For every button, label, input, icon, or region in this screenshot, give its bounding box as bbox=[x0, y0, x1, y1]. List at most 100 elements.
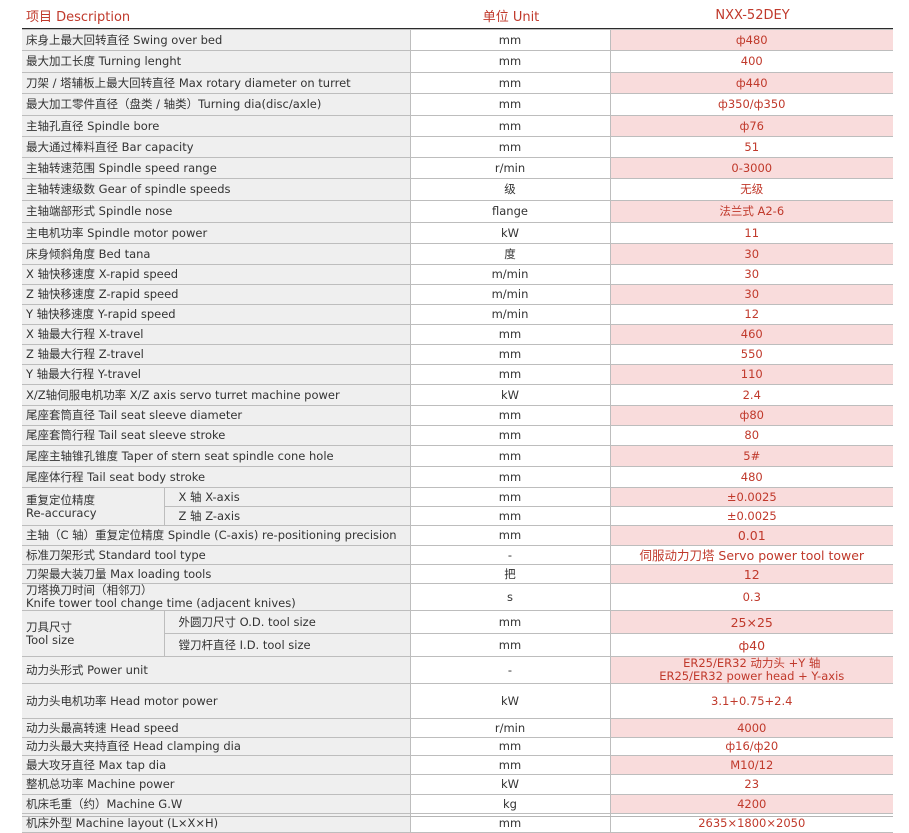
table-row: Z 轴最大行程 Z-travel mm 550 bbox=[22, 344, 893, 365]
value-cell: 0-3000 bbox=[610, 157, 893, 179]
item-label: X 轴快移速度 X-rapid speed bbox=[22, 264, 411, 285]
value-cell: M10/12 bbox=[610, 755, 893, 775]
item-label: 动力头电机功率 Head motor power bbox=[22, 683, 411, 719]
unit-cell: s bbox=[410, 583, 611, 611]
table-row: X 轴快移速度 X-rapid speed m/min 30 bbox=[22, 264, 893, 285]
table-row: 动力头最大夹持直径 Head clamping dia mm ф16/ф20 bbox=[22, 737, 893, 756]
item-label: 最大加工零件直径（盘类 / 轴类）Turning dia(disc/axle) bbox=[22, 93, 411, 116]
item-label: 刀架最大装刀量 Max loading tools bbox=[22, 564, 411, 584]
table-row: 主轴转速范围 Spindle speed range r/min 0-3000 bbox=[22, 157, 893, 179]
item-label: 动力头形式 Power unit bbox=[22, 656, 411, 684]
table-row: 主电机功率 Spindle motor power kW 11 bbox=[22, 222, 893, 244]
table-row: 主轴（C 轴）重复定位精度 Spindle (C-axis) re-positi… bbox=[22, 525, 893, 546]
group-label: 重复定位精度 Re-accuracy bbox=[22, 487, 165, 526]
table-row: 主轴孔直径 Spindle bore mm ф76 bbox=[22, 115, 893, 137]
value-cell: ±0.0025 bbox=[610, 487, 893, 507]
value-cell: 4000 bbox=[610, 718, 893, 738]
item-label: 尾座套筒直径 Tail seat sleeve diameter bbox=[22, 405, 411, 426]
unit-cell: - bbox=[410, 656, 611, 684]
value-cell: 5# bbox=[610, 445, 893, 467]
value-cell: 460 bbox=[610, 324, 893, 345]
unit-cell: mm bbox=[410, 364, 611, 385]
item-label: Y 轴最大行程 Y-travel bbox=[22, 364, 411, 385]
header-rule bbox=[22, 28, 893, 29]
item-label: Z 轴快移速度 Z-rapid speed bbox=[22, 284, 411, 305]
item-label: 尾座体行程 Tail seat body stroke bbox=[22, 466, 411, 488]
unit-cell: m/min bbox=[410, 304, 611, 325]
item-label: 主轴转速范围 Spindle speed range bbox=[22, 157, 411, 179]
value-cell: 30 bbox=[610, 264, 893, 285]
value-cell: 80 bbox=[610, 425, 893, 446]
item-label: 刀塔换刀时间（相邻刀） Knife tower tool change time … bbox=[22, 583, 411, 611]
table-row: 尾座套筒直径 Tail seat sleeve diameter mm ф80 bbox=[22, 405, 893, 426]
unit-cell: r/min bbox=[410, 157, 611, 179]
value-cell: 2.4 bbox=[610, 384, 893, 406]
sub-label: 镗刀杆直径 I.D. tool size bbox=[164, 633, 411, 657]
group-label: 刀具尺寸 Tool size bbox=[22, 610, 165, 657]
value-cell: 0.3 bbox=[610, 583, 893, 611]
table-row: Z 轴快移速度 Z-rapid speed m/min 30 bbox=[22, 284, 893, 305]
item-label: Z 轴最大行程 Z-travel bbox=[22, 344, 411, 365]
item-label: 床身倾斜角度 Bed tana bbox=[22, 243, 411, 265]
item-label: 主电机功率 Spindle motor power bbox=[22, 222, 411, 244]
table-row: 刀架 / 塔辅板上最大回转直径 Max rotary diameter on t… bbox=[22, 72, 893, 94]
item-label: 动力头最高转速 Head speed bbox=[22, 718, 411, 738]
table-row: 主轴转速级数 Gear of spindle speeds 级无级 bbox=[22, 178, 893, 201]
value-cell: 0.01 bbox=[610, 525, 893, 546]
table-row: Z 轴 Z-axis mm ±0.0025 bbox=[22, 506, 893, 526]
table-row: 重复定位精度 Re-accuracy X 轴 X-axis mm ±0.0025 bbox=[22, 487, 893, 526]
value-cell: 12 bbox=[610, 304, 893, 325]
unit-cell: 度 bbox=[410, 243, 611, 265]
table-row: 最大加工零件直径（盘类 / 轴类）Turning dia(disc/axle) m… bbox=[22, 93, 893, 116]
table-row: 动力头最高转速 Head speed r/min 4000 bbox=[22, 718, 893, 738]
unit-cell: r/min bbox=[410, 718, 611, 738]
value-cell: 12 bbox=[610, 564, 893, 584]
table-row: 刀具尺寸 Tool size 外圆刀尺寸 O.D. tool size mm 25×25 bbox=[22, 610, 893, 657]
item-label: 主轴转速级数 Gear of spindle speeds bbox=[22, 178, 411, 201]
table-row: 刀塔换刀时间（相邻刀） Knife tower tool change time … bbox=[22, 583, 893, 611]
table-row: 最大加工长度 Turning lenght mm 400 bbox=[22, 50, 893, 73]
value-cell: ф76 bbox=[610, 115, 893, 137]
unit-cell: mm bbox=[410, 633, 611, 657]
unit-cell: mm bbox=[410, 115, 611, 137]
item-label: 最大加工长度 Turning lenght bbox=[22, 50, 411, 73]
table-row: 床身倾斜角度 Bed tana 度 30 bbox=[22, 243, 893, 265]
unit-cell: mm bbox=[410, 445, 611, 467]
item-label: 主轴孔直径 Spindle bore bbox=[22, 115, 411, 137]
sub-label: Z 轴 Z-axis bbox=[164, 506, 411, 526]
value-cell: 30 bbox=[610, 284, 893, 305]
table-row: X 轴最大行程 X-travel mm 460 bbox=[22, 324, 893, 345]
spec-table: 床身上最大回转直径 Swing over bed mm ф480 最大加工长度 Tur… bbox=[22, 29, 893, 833]
unit-cell: mm bbox=[410, 136, 611, 158]
value-cell: 无级 bbox=[610, 178, 893, 201]
value-cell: ±0.0025 bbox=[610, 506, 893, 526]
item-label: 动力头最大夹持直径 Head clamping dia bbox=[22, 737, 411, 756]
table-row: 动力头电机功率 Head motor power kW 3.1+0.75+2.4 bbox=[22, 683, 893, 719]
item-label: 主轴端部形式 Spindle nose bbox=[22, 200, 411, 223]
unit-cell: flange bbox=[410, 200, 611, 223]
table-row: 床身上最大回转直径 Swing over bed mm ф480 bbox=[22, 29, 893, 51]
table-row: 刀架最大装刀量 Max loading tools 把 12 bbox=[22, 564, 893, 584]
sub-label: 外圆刀尺寸 O.D. tool size bbox=[164, 610, 411, 634]
value-cell: ф480 bbox=[610, 29, 893, 51]
unit-cell: 把 bbox=[410, 564, 611, 584]
item-label: 刀架 / 塔辅板上最大回转直径 Max rotary diameter on t… bbox=[22, 72, 411, 94]
value-cell: 25×25 bbox=[610, 610, 893, 634]
unit-cell: mm bbox=[410, 755, 611, 775]
table-row: 标准刀架形式 Standard tool type - 伺服动力刀塔 Servo p… bbox=[22, 545, 893, 565]
value-cell: 550 bbox=[610, 344, 893, 365]
unit-cell: mm bbox=[410, 344, 611, 365]
value-cell: 30 bbox=[610, 243, 893, 265]
value-cell: ф16/ф20 bbox=[610, 737, 893, 756]
item-label: Y 轴快移速度 Y-rapid speed bbox=[22, 304, 411, 325]
unit-cell: - bbox=[410, 545, 611, 565]
item-label: 尾座主轴锥孔锥度 Taper of stern seat spindle con… bbox=[22, 445, 411, 467]
unit-cell: mm bbox=[410, 324, 611, 345]
item-label: 最大攻牙直径 Max tap dia bbox=[22, 755, 411, 775]
table-row: 尾座主轴锥孔锥度 Taper of stern seat spindle con… bbox=[22, 445, 893, 467]
value-cell: 伺服动力刀塔 Servo power tool tower bbox=[610, 545, 893, 565]
value-cell: ф80 bbox=[610, 405, 893, 426]
table-row: 镗刀杆直径 I.D. tool size mm ф40 bbox=[22, 633, 893, 657]
table-row: 尾座套筒行程 Tail seat sleeve stroke mm 80 bbox=[22, 425, 893, 446]
